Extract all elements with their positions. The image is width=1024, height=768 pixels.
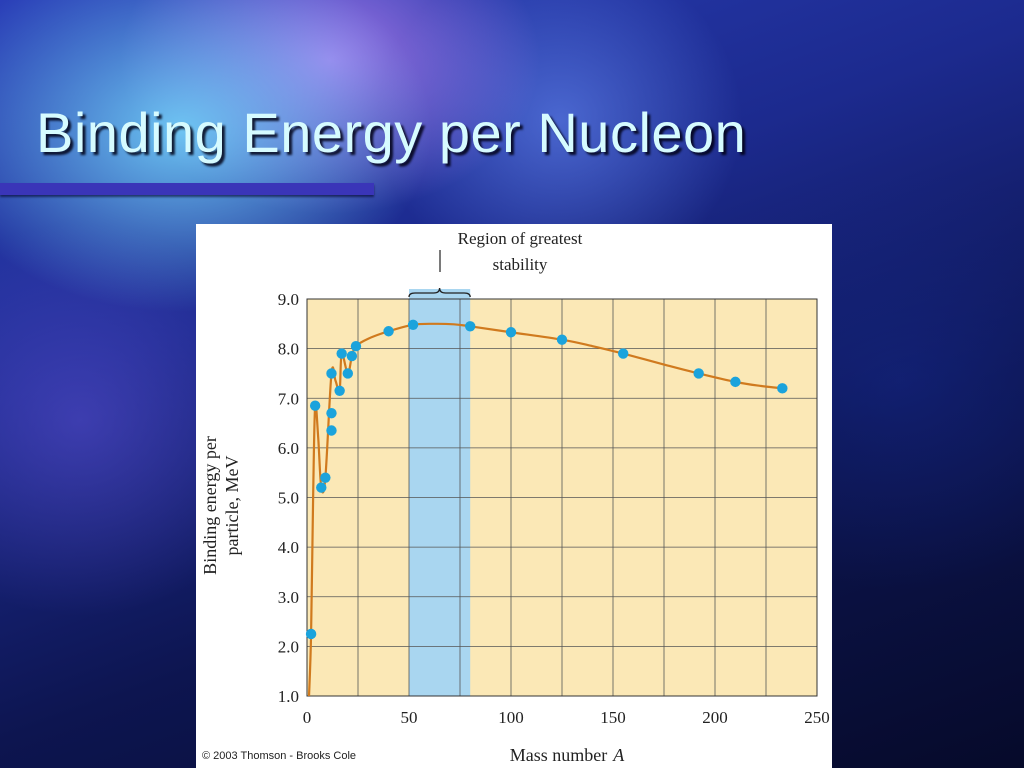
stability-region-band <box>409 289 471 696</box>
y-axis-label-line1: Binding energy per <box>200 436 220 575</box>
y-tick-label: 6.0 <box>278 439 299 458</box>
y-axis-label-line2: particle, MeV <box>222 456 242 556</box>
data-point <box>407 319 419 331</box>
data-point <box>305 628 317 640</box>
data-point <box>326 425 337 436</box>
y-tick-label: 5.0 <box>278 489 299 508</box>
y-tick-label: 9.0 <box>278 290 299 309</box>
y-tick-label: 1.0 <box>278 687 299 706</box>
annotation-label-line2: stability <box>493 255 548 274</box>
data-point <box>777 383 788 394</box>
x-tick-label: 250 <box>804 708 830 727</box>
data-point <box>316 482 327 493</box>
data-point <box>618 348 629 359</box>
data-point <box>326 407 337 419</box>
data-points <box>305 319 788 640</box>
data-point <box>334 385 345 397</box>
y-tick-label: 3.0 <box>278 588 299 607</box>
data-point <box>336 348 347 359</box>
y-tick-label: 4.0 <box>278 538 299 557</box>
y-tick-label: 7.0 <box>278 389 299 408</box>
copyright-notice: © 2003 Thomson - Brooks Cole <box>202 750 357 762</box>
annotation-label-line1: Region of greatest <box>458 229 583 248</box>
x-tick-label: 200 <box>702 708 728 727</box>
data-point <box>320 472 331 483</box>
data-point <box>342 368 353 379</box>
plot-frame <box>306 298 818 697</box>
data-point <box>505 327 517 338</box>
data-point <box>309 400 321 411</box>
x-tick-label: 50 <box>401 708 418 727</box>
x-tick-label: 0 <box>303 708 312 727</box>
data-point <box>346 350 358 362</box>
x-axis-label-text: Mass number <box>510 745 608 765</box>
binding-energy-chart: 0 50 100 150 200 250 1.0 2.0 3.0 4.0 5.0 6.0 7.0 8.0… <box>200 229 830 765</box>
x-axis-label-variable: A <box>612 745 625 765</box>
data-point <box>350 340 362 352</box>
y-tick-labels: 1.0 2.0 3.0 4.0 5.0 6.0 7.0 8.0 9.0 <box>278 290 299 706</box>
stability-brace <box>408 287 471 298</box>
x-tick-label: 100 <box>498 708 524 727</box>
data-point <box>383 326 394 337</box>
data-point <box>693 368 704 379</box>
y-tick-label: 8.0 <box>278 340 299 359</box>
data-point <box>730 376 741 388</box>
x-tick-labels: 0 50 100 150 200 250 <box>303 708 830 727</box>
chart-figure: 0 50 100 150 200 250 1.0 2.0 3.0 4.0 5.0 6.0 7.0 8.0… <box>196 224 832 768</box>
data-point <box>465 321 476 332</box>
y-tick-label: 2.0 <box>278 637 299 656</box>
title-underline-bar <box>0 183 374 195</box>
x-axis-label: Mass number A <box>510 745 626 765</box>
x-tick-label: 150 <box>600 708 626 727</box>
slide-title: Binding Energy per Nucleon <box>36 101 747 164</box>
data-point <box>556 334 568 345</box>
data-point <box>326 368 337 379</box>
